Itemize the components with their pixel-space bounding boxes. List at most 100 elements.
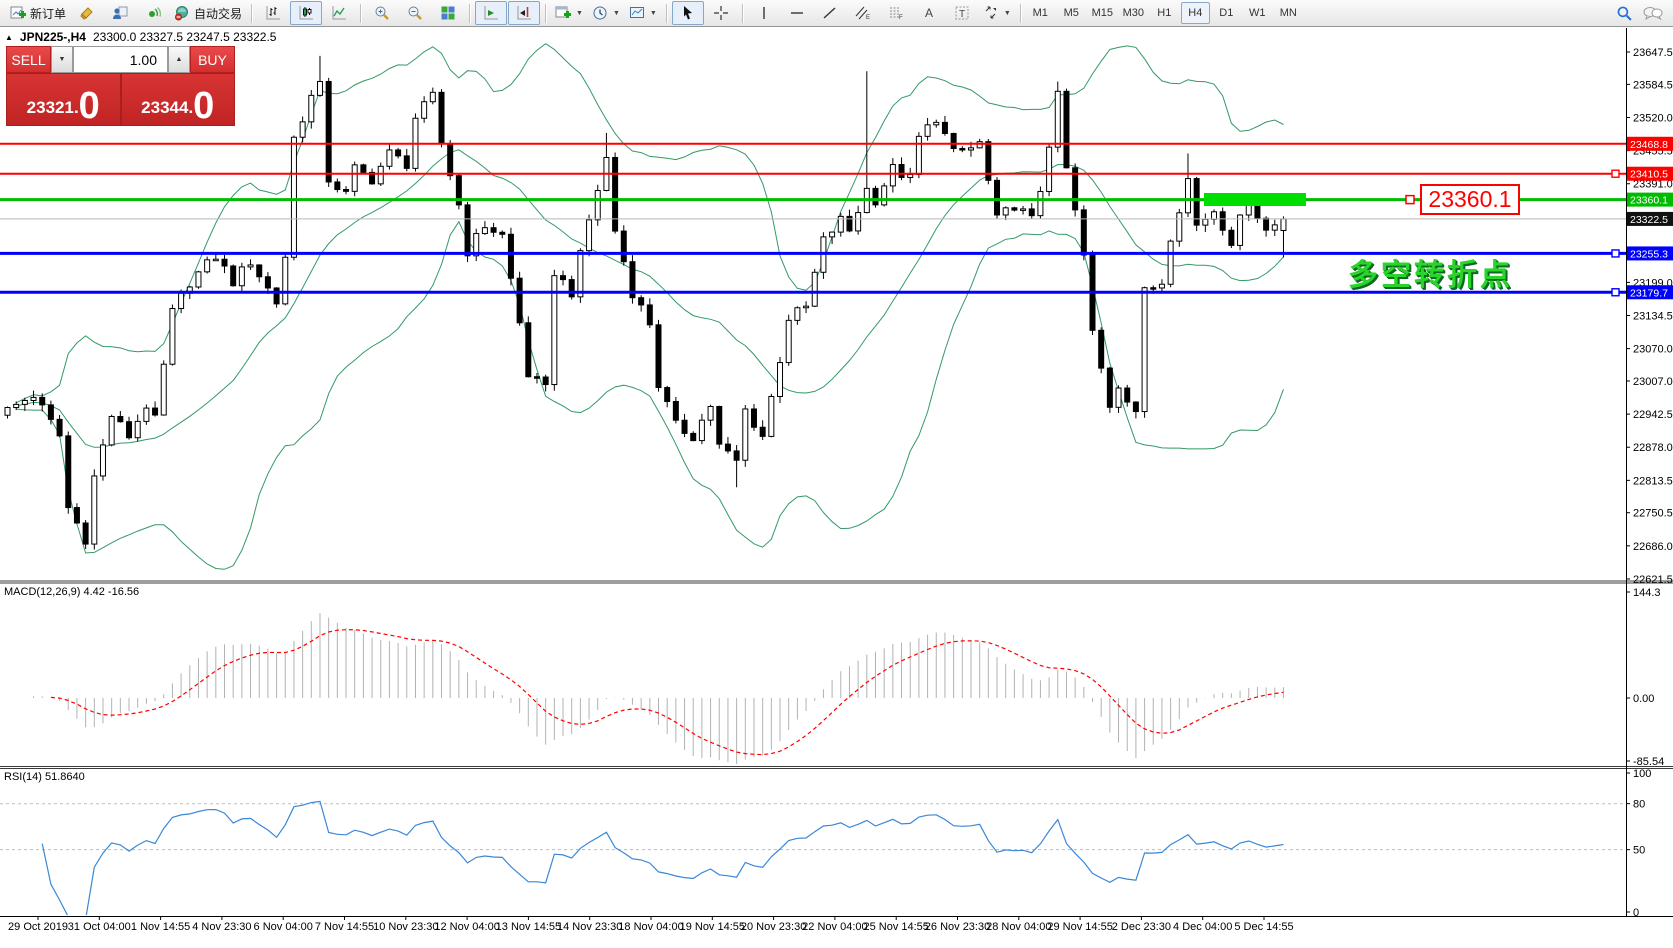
- candle-body: [30, 396, 37, 401]
- chat-icon[interactable]: [1643, 5, 1663, 21]
- buy-price-big-digit: 0: [193, 84, 215, 127]
- timeframe-button-d1[interactable]: D1: [1219, 7, 1234, 19]
- candle-body: [481, 227, 488, 235]
- candle-body: [1063, 90, 1070, 169]
- candle-body: [264, 276, 271, 289]
- time-tick-label: 12 Nov 04:00: [434, 921, 500, 933]
- new-chart-button[interactable]: ▼: [551, 1, 587, 25]
- timeframe-button-m15[interactable]: M15: [1091, 7, 1113, 19]
- candle-body: [386, 149, 393, 167]
- candle-body: [1176, 212, 1183, 242]
- fibonacci-button[interactable]: F: [880, 1, 912, 25]
- candle-body: [1219, 211, 1226, 231]
- vertical-line-button[interactable]: [748, 1, 780, 25]
- price-axis-badge-label: 23360.1: [1630, 195, 1668, 207]
- volume-decrease-button[interactable]: ▼: [51, 46, 73, 73]
- price-tick-label: 23070.0: [1633, 344, 1673, 356]
- candle-body: [777, 362, 784, 397]
- candle-body: [47, 404, 54, 420]
- auto-trading-button[interactable]: 自动交易: [170, 1, 246, 25]
- line-drag-handle[interactable]: [1611, 249, 1620, 258]
- candle-body: [377, 165, 384, 185]
- sell-button[interactable]: SELL: [6, 46, 51, 73]
- price-tick-label: 23647.5: [1633, 47, 1673, 59]
- auto-scroll-icon: [484, 6, 499, 20]
- market-watch-button[interactable]: [104, 1, 136, 25]
- highlight-rectangle[interactable]: [1204, 193, 1306, 206]
- line-drag-handle[interactable]: [1611, 288, 1620, 297]
- line-chart-button[interactable]: [323, 1, 355, 25]
- arrows-button[interactable]: ▼: [979, 1, 1015, 25]
- crosshair-button[interactable]: [705, 1, 737, 25]
- candle-body: [898, 164, 905, 178]
- timeframe-button-h1[interactable]: H1: [1157, 7, 1172, 19]
- collapse-triangle-icon[interactable]: ▲: [5, 32, 13, 42]
- bar-chart-button[interactable]: [257, 1, 289, 25]
- price-axis-badge: [1627, 192, 1673, 207]
- candle-body: [143, 407, 150, 422]
- templates-button[interactable]: ▼: [625, 1, 661, 25]
- candle-body: [620, 230, 627, 263]
- candle-body: [586, 219, 593, 252]
- signal-button[interactable]: [137, 1, 169, 25]
- volume-input[interactable]: 1.00: [73, 46, 168, 73]
- toolbar-separator: [741, 3, 743, 23]
- timeframe-button-m1[interactable]: M1: [1032, 7, 1048, 19]
- search-icon[interactable]: [1616, 5, 1633, 22]
- time-tick-label: 20 Nov 23:30: [740, 921, 807, 933]
- candlestick-series: [4, 55, 1287, 550]
- sell-price-display[interactable]: 23321. 0: [7, 74, 120, 125]
- market-watch-icon: [113, 6, 128, 19]
- candlestick-chart-button[interactable]: [290, 1, 323, 25]
- buy-price-main: 23344.: [141, 98, 194, 117]
- line-drag-handle[interactable]: [1611, 169, 1620, 178]
- candle-body: [299, 121, 306, 138]
- chart-title-row: ▲ JPN225-,H4 23300.0 23327.5 23247.5 233…: [5, 30, 276, 44]
- timeframe-button-m5[interactable]: M5: [1063, 7, 1079, 19]
- horizontal-line-button[interactable]: [781, 1, 813, 25]
- chart-shift-button[interactable]: [508, 1, 541, 25]
- buy-button[interactable]: BUY: [190, 46, 235, 73]
- candle-body: [577, 250, 584, 298]
- time-tick-label: 2 Dec 23:30: [1111, 921, 1172, 933]
- candle-body: [1150, 287, 1157, 290]
- timeframe-button-mn[interactable]: MN: [1279, 7, 1297, 19]
- eraser-icon: [80, 7, 93, 20]
- candle-body: [290, 136, 297, 258]
- turning-point-annotation[interactable]: 多空转折点: [1348, 259, 1513, 292]
- candle-body: [551, 275, 558, 386]
- zoom-out-button[interactable]: [399, 1, 431, 25]
- text-button[interactable]: A: [913, 1, 945, 25]
- buy-price-display[interactable]: 23344. 0: [119, 74, 235, 127]
- zoom-in-button[interactable]: [366, 1, 398, 25]
- equidistant-channel-button[interactable]: E: [847, 1, 879, 25]
- new-order-button[interactable]: 新订单: [6, 1, 70, 25]
- candle-body: [360, 164, 367, 173]
- candle-body: [724, 443, 731, 452]
- candle-body: [1193, 178, 1200, 226]
- price-tick-label: 23584.5: [1633, 79, 1673, 91]
- timeframe-button-w1[interactable]: W1: [1249, 7, 1266, 19]
- volume-increase-button[interactable]: ▲: [168, 46, 190, 73]
- timeframe-button-m30[interactable]: M30: [1122, 7, 1144, 19]
- tile-windows-button[interactable]: [432, 1, 464, 25]
- trendline-button[interactable]: [814, 1, 846, 25]
- timeframe-toolbar: M1 M5 M15 M30 H1 H4 D1 W1 MN: [1026, 2, 1303, 24]
- periods-button[interactable]: ▼: [588, 1, 624, 25]
- candle-body: [959, 147, 966, 151]
- cursor-button[interactable]: [671, 1, 704, 25]
- text-label-button[interactable]: T: [946, 1, 978, 25]
- time-tick-label: 25 Nov 14:55: [863, 921, 929, 933]
- eraser-button[interactable]: [71, 1, 103, 25]
- candle-body: [256, 264, 263, 278]
- price-axis-badge-label: 23255.3: [1630, 248, 1668, 260]
- auto-scroll-button[interactable]: [475, 1, 508, 25]
- candle-body: [1098, 329, 1105, 369]
- timeframe-button-h4[interactable]: H4: [1180, 2, 1210, 24]
- candle-body: [108, 415, 115, 446]
- price-axis-badge-label: 23410.5: [1630, 169, 1668, 181]
- annotation-anchor-handle[interactable]: [1405, 194, 1415, 205]
- price-annotation-box[interactable]: 23360.1: [1420, 184, 1520, 215]
- svg-text:A: A: [925, 6, 933, 20]
